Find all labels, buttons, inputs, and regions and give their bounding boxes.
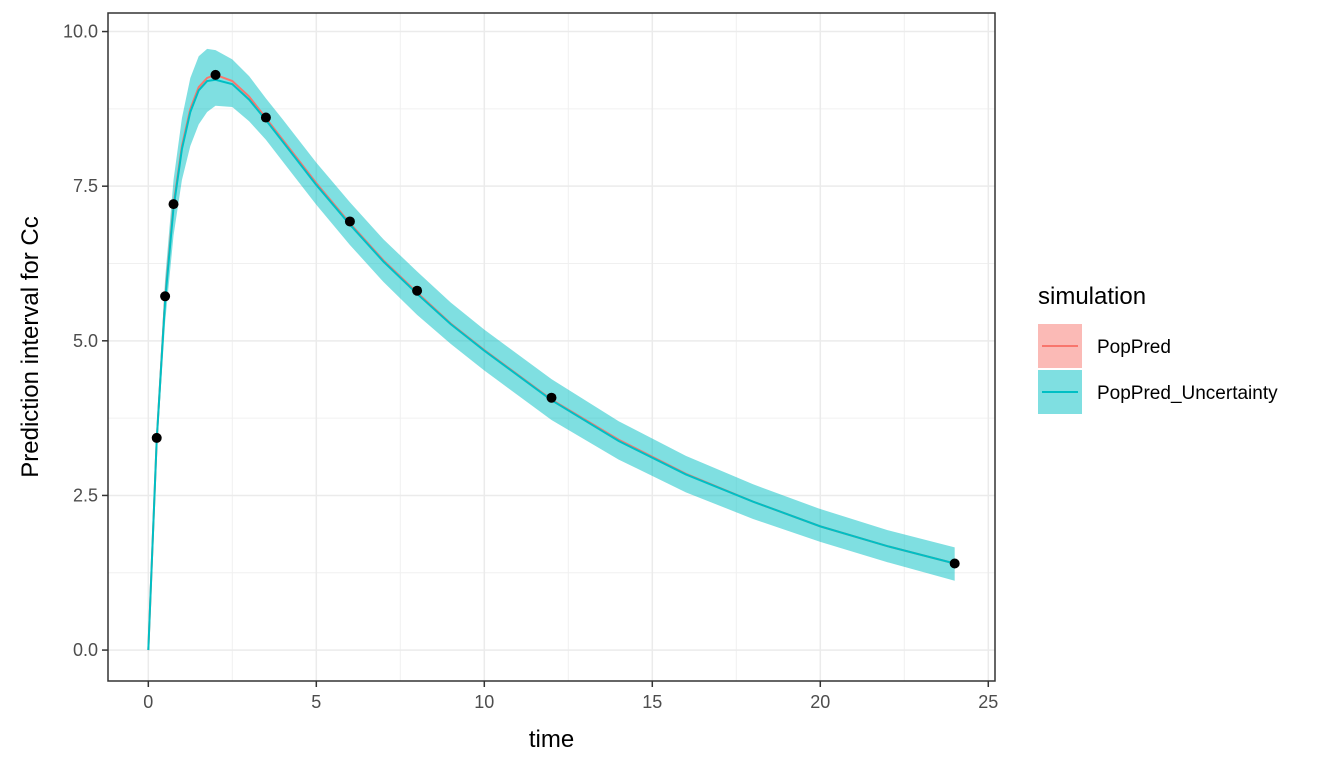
y-tick-label: 5.0 xyxy=(73,331,98,351)
observed-point xyxy=(949,558,960,569)
plot-series xyxy=(147,48,955,651)
x-tick-label: 25 xyxy=(978,692,998,712)
legend: simulation PopPred PopPred_Uncertainty xyxy=(1038,283,1278,414)
observed-point xyxy=(160,291,171,302)
series-line-poppred-uncertainty xyxy=(147,78,955,651)
x-tick-label: 10 xyxy=(474,692,494,712)
observed-point xyxy=(546,392,557,403)
x-tick-label: 20 xyxy=(810,692,830,712)
y-tick-label: 2.5 xyxy=(73,485,98,505)
legend-item: PopPred_Uncertainty xyxy=(1038,370,1278,414)
observed-point xyxy=(168,199,179,210)
observed-point xyxy=(210,69,221,80)
observed-point xyxy=(344,216,355,227)
x-tick-label: 0 xyxy=(143,692,153,712)
observed-points xyxy=(151,69,960,569)
observed-point xyxy=(151,432,162,443)
panel-border xyxy=(107,12,996,682)
x-axis-title: time xyxy=(529,726,574,753)
legend-label: PopPred xyxy=(1097,337,1171,358)
uncertainty-ribbon xyxy=(148,48,955,651)
y-tick-label: 7.5 xyxy=(73,176,98,196)
y-axis-title: Prediction interval for Cc xyxy=(17,216,44,477)
legend-item: PopPred xyxy=(1038,324,1171,368)
x-tick-label: 5 xyxy=(311,692,321,712)
legend-title: simulation xyxy=(1038,283,1146,310)
axes: 0 5 10 15 20 25 0.0 2.5 5.0 7.5 10.0 xyxy=(63,22,998,712)
observed-point xyxy=(260,112,271,123)
y-tick-label: 10.0 xyxy=(63,22,98,42)
observed-point xyxy=(412,285,423,296)
x-tick-label: 15 xyxy=(642,692,662,712)
legend-label: PopPred_Uncertainty xyxy=(1097,383,1278,404)
y-tick-label: 0.0 xyxy=(73,640,98,660)
